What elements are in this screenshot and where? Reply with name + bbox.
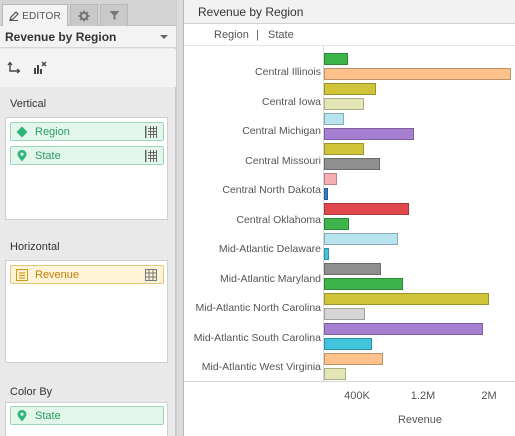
editor-chart-title-text: Revenue by Region xyxy=(5,29,117,44)
chart-bar[interactable] xyxy=(324,113,344,125)
chart-bar[interactable] xyxy=(324,338,372,350)
editor-panel: EDITOR Revenue by Region Vertical xyxy=(0,0,176,436)
measure-icon xyxy=(15,268,29,282)
chart-x-axis-line xyxy=(184,381,515,382)
chart-bar[interactable] xyxy=(324,128,414,140)
chart-bar[interactable] xyxy=(324,218,349,230)
vertical-pill-state[interactable]: State xyxy=(10,146,164,165)
editor-toolbar xyxy=(0,49,176,87)
breadcrumb-region[interactable]: Region xyxy=(214,29,249,41)
diamond-icon xyxy=(15,125,29,139)
swap-axes-icon[interactable] xyxy=(5,58,25,78)
color-by-drop-zone[interactable]: State xyxy=(5,402,168,436)
pin-icon xyxy=(15,149,29,163)
x-axis-tick-label: 2M xyxy=(481,390,497,402)
y-axis-category-label: Central Michigan xyxy=(242,125,321,137)
pin-icon xyxy=(15,409,29,423)
chart-bar[interactable] xyxy=(324,278,404,290)
editor-tabstrip: EDITOR xyxy=(0,0,176,27)
vertical-section-label: Vertical xyxy=(10,98,47,110)
color-by-section-label: Color By xyxy=(10,386,53,398)
vertical-pill-state-label: State xyxy=(35,149,61,162)
x-axis-tick-label: 1.2M xyxy=(410,390,436,402)
chart-title: Revenue by Region xyxy=(184,0,515,24)
chart-bar[interactable] xyxy=(324,293,489,305)
vertical-drop-zone[interactable]: Region State xyxy=(5,117,168,220)
breadcrumb: Region | State xyxy=(184,24,515,46)
y-axis-category-label: Mid-Atlantic West Virginia xyxy=(201,361,321,373)
y-axis-category-label: Mid-Atlantic North Carolina xyxy=(195,302,321,314)
y-axis-category-label: Central Missouri xyxy=(245,154,321,167)
breadcrumb-state[interactable]: State xyxy=(268,29,294,41)
editor-chart-title[interactable]: Revenue by Region xyxy=(0,26,176,48)
tab-filter[interactable] xyxy=(100,4,128,26)
y-axis-category-label: Mid-Atlantic South Carolina xyxy=(193,331,321,344)
y-axis-category-label: Central North Dakota xyxy=(222,184,321,196)
chart-bar[interactable] xyxy=(324,233,399,245)
chart-bar[interactable] xyxy=(324,323,484,335)
horizontal-drop-zone[interactable]: Revenue xyxy=(5,260,168,363)
tab-editor-label: EDITOR xyxy=(22,10,61,22)
chart-bar[interactable] xyxy=(324,98,364,110)
chart-bar[interactable] xyxy=(324,368,347,380)
x-axis-title: Revenue xyxy=(397,414,443,426)
chart-bar[interactable] xyxy=(324,203,409,215)
horizontal-pill-revenue-label: Revenue xyxy=(35,268,80,281)
tab-settings[interactable] xyxy=(70,4,98,26)
y-axis-category-label: Central Oklahoma xyxy=(236,213,321,226)
breadcrumb-separator: | xyxy=(256,29,259,41)
chart-bar[interactable] xyxy=(324,158,381,170)
vertical-pill-region[interactable]: Region xyxy=(10,122,164,141)
y-axis-category-label: Central Illinois xyxy=(255,66,321,78)
y-axis-category-label: Mid-Atlantic Delaware xyxy=(218,243,321,255)
chart-bar[interactable] xyxy=(324,248,329,260)
horizontal-section-label: Horizontal xyxy=(10,241,60,253)
chart-bar[interactable] xyxy=(324,263,381,275)
grid-icon[interactable] xyxy=(145,269,157,281)
gear-icon xyxy=(78,10,90,22)
chart-bar[interactable] xyxy=(324,143,365,155)
chart-bar[interactable] xyxy=(324,83,376,95)
chart-bar[interactable] xyxy=(324,173,338,185)
horizontal-pill-revenue[interactable]: Revenue xyxy=(10,265,164,284)
chart-y-axis-line xyxy=(323,46,324,381)
vertical-pill-region-label: Region xyxy=(35,125,70,138)
chart-bar[interactable] xyxy=(324,53,348,65)
chart-bar[interactable] xyxy=(324,188,329,200)
tab-editor[interactable]: EDITOR xyxy=(2,4,68,27)
filter-icon xyxy=(109,10,120,21)
y-axis-category-label: Central Iowa xyxy=(262,95,321,108)
panel-splitter[interactable] xyxy=(176,0,183,436)
hierarchy-icon[interactable] xyxy=(145,126,157,138)
chart-panel: Revenue by Region Region | State Central… xyxy=(183,0,515,436)
color-by-pill-state[interactable]: State xyxy=(10,406,164,425)
chart-bar[interactable] xyxy=(324,353,384,365)
chart-bar[interactable] xyxy=(324,68,512,80)
y-axis-category-label: Mid-Atlantic Maryland xyxy=(220,272,321,285)
chevron-down-icon[interactable] xyxy=(160,35,168,39)
chart-bar[interactable] xyxy=(324,308,366,320)
pencil-icon xyxy=(9,11,19,21)
color-by-pill-state-label: State xyxy=(35,409,61,422)
clear-chart-icon[interactable] xyxy=(30,58,50,78)
x-axis-tick-label: 400K xyxy=(344,390,370,402)
hierarchy-icon[interactable] xyxy=(145,150,157,162)
